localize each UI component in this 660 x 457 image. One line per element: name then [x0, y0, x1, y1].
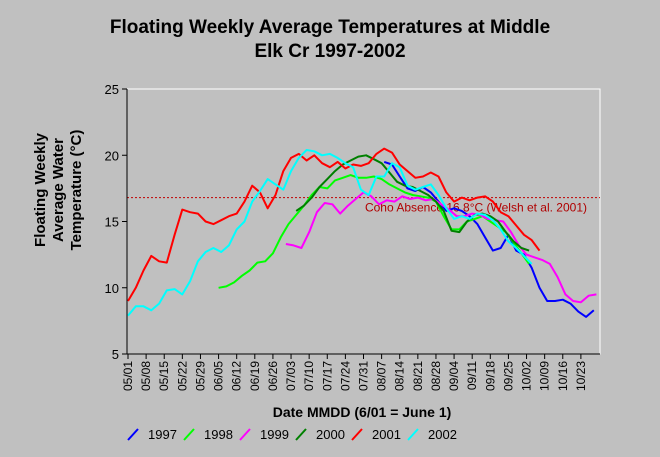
legend-label-1997: 1997	[148, 427, 177, 442]
x-tick-label: 05/01	[121, 361, 135, 391]
y-tick-label: 15	[105, 215, 119, 230]
series-group	[127, 147, 597, 318]
legend-swatch-2002	[407, 428, 419, 441]
series-line-1999	[285, 191, 597, 304]
x-tick-label: 10/16	[556, 361, 570, 391]
y-tick-label: 25	[105, 82, 119, 97]
legend-label-2000: 2000	[316, 427, 345, 442]
y-axis-label: Floating Weekly Average Water Temperatur…	[32, 130, 85, 251]
legend-swatch-1999	[239, 428, 251, 441]
x-tick-label: 08/28	[429, 361, 443, 391]
x-tick-label: 09/04	[447, 361, 461, 391]
x-ticks: 05/01 05/08 05/15 05/22 05/29 06/05 06/12 06/19…	[121, 354, 588, 391]
legend-label-1998: 1998	[204, 427, 233, 442]
x-tick-label: 05/15	[157, 361, 171, 391]
x-tick-label: 07/10	[302, 361, 316, 391]
chart-title-line-2: Elk Cr 1997-2002	[254, 41, 405, 62]
x-tick-label: 06/05	[212, 361, 226, 391]
y-tick-label: 5	[112, 347, 119, 362]
x-tick-label: 05/29	[193, 361, 207, 391]
y-axis-label-line-2: Average Water	[50, 138, 67, 242]
x-tick-label: 08/07	[375, 361, 389, 391]
x-tick-label: 07/24	[338, 361, 352, 391]
y-tick-label: 10	[105, 281, 119, 296]
x-tick-label: 05/08	[139, 361, 153, 391]
y-tick-label: 20	[105, 148, 119, 163]
x-tick-label: 06/19	[248, 361, 262, 391]
legend-swatch-2000	[295, 428, 307, 441]
x-axis-label: Date MMDD (6/01 = June 1)	[273, 404, 452, 420]
reference-line-label: Coho Absence 16.8°C (Welsh et al. 2001)	[365, 201, 587, 215]
legend-label-2002: 2002	[428, 427, 457, 442]
x-tick-label: 06/12	[230, 361, 244, 391]
reference-group: Coho Absence 16.8°C (Welsh et al. 2001)	[127, 197, 600, 215]
x-tick-label: 09/25	[501, 361, 515, 391]
x-tick-label: 07/03	[284, 361, 298, 391]
legend-label-1999: 1999	[260, 427, 289, 442]
x-tick-label: 09/11	[465, 361, 479, 390]
legend-swatch-2001	[351, 428, 363, 441]
x-tick-label: 05/22	[175, 361, 189, 391]
legend-swatch-1998	[183, 428, 195, 441]
series-line-2000	[295, 154, 530, 252]
y-axis-label-line-3: Temperature (°C)	[68, 130, 85, 251]
x-tick-label: 06/26	[266, 361, 280, 391]
x-tick-label: 09/18	[483, 361, 497, 391]
series-line-2001	[127, 147, 541, 302]
legend: 1997 1998 1999 2000 2001 2002	[127, 427, 457, 442]
series-line-1998	[218, 174, 530, 289]
series-line-2002	[127, 149, 533, 317]
x-tick-label: 08/14	[393, 361, 407, 391]
chart-title-line-1: Floating Weekly Average Temperatures at …	[110, 17, 550, 38]
x-tick-label: 07/31	[357, 361, 371, 391]
x-tick-label: 07/17	[320, 361, 334, 391]
legend-swatch-1997	[127, 428, 139, 441]
x-tick-label: 10/23	[574, 361, 588, 391]
plot-area	[126, 88, 601, 355]
y-ticks: 5 10 15 20 25	[105, 82, 127, 362]
x-tick-label: 10/09	[538, 361, 552, 391]
x-tick-label: 08/21	[411, 361, 425, 391]
x-tick-label: 10/02	[520, 361, 534, 391]
legend-label-2001: 2001	[372, 427, 401, 442]
y-axis-label-line-1: Floating Weekly	[32, 132, 49, 247]
